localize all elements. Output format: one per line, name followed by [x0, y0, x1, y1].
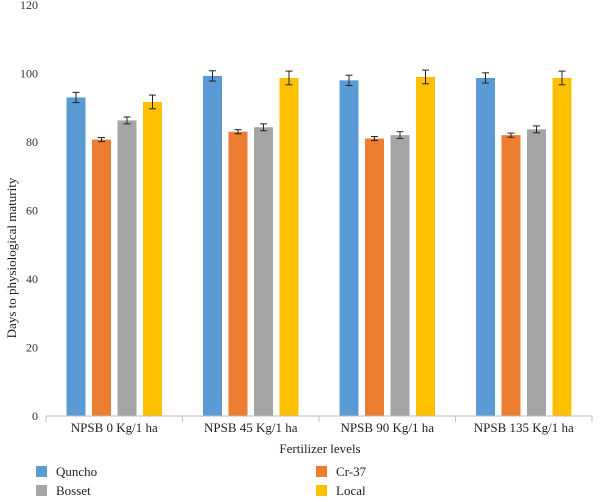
- bar: [416, 76, 435, 417]
- y-tick-label: 0: [32, 409, 38, 423]
- legend-label: Bosset: [56, 483, 91, 498]
- y-tick-label: 40: [26, 272, 38, 286]
- legend-swatch: [36, 485, 47, 496]
- bar: [143, 101, 162, 417]
- legend-swatch: [316, 485, 327, 496]
- bar: [476, 77, 495, 416]
- x-axis-title: Fertilizer levels: [279, 441, 360, 456]
- legend-label: Local: [336, 483, 366, 498]
- x-tick-label: NPSB 135 Kg/1 ha: [474, 420, 574, 435]
- bars: [66, 69, 572, 417]
- x-tick-label: NPSB 45 Kg/1 ha: [204, 420, 298, 435]
- bar: [390, 135, 410, 416]
- y-axis-title: Days to physiological maturity: [4, 177, 19, 338]
- y-tick-label: 60: [26, 204, 38, 218]
- bar: [339, 80, 359, 416]
- bar: [365, 138, 384, 416]
- bar: [527, 129, 546, 416]
- legend-swatch: [36, 466, 47, 477]
- bar: [501, 135, 521, 416]
- y-tick-label: 80: [26, 135, 38, 149]
- x-tick-label: NPSB 0 Kg/1 ha: [71, 420, 158, 435]
- y-tick-label: 20: [26, 341, 38, 355]
- bar: [92, 139, 111, 417]
- legend: Quncho Cr-37 Bosset Local: [36, 464, 367, 498]
- legend-swatch: [316, 466, 327, 477]
- legend-label: Quncho: [56, 464, 97, 479]
- bar: [552, 77, 572, 416]
- y-tick-label: 100: [20, 67, 38, 81]
- bar: [117, 120, 137, 417]
- y-axis-ticks: 0 20 40 60 80 100 120: [20, 0, 38, 423]
- bar: [279, 77, 299, 416]
- y-tick-label: 120: [20, 0, 38, 12]
- legend-label: Cr-37: [336, 464, 367, 479]
- bar: [228, 131, 248, 416]
- bar: [254, 127, 273, 417]
- bar: [66, 97, 86, 416]
- bar: [203, 75, 222, 417]
- x-tick-label: NPSB 90 Kg/1 ha: [340, 420, 434, 435]
- x-axis: NPSB 0 Kg/1 ha NPSB 45 Kg/1 ha NPSB 90 Kg/…: [45, 415, 593, 435]
